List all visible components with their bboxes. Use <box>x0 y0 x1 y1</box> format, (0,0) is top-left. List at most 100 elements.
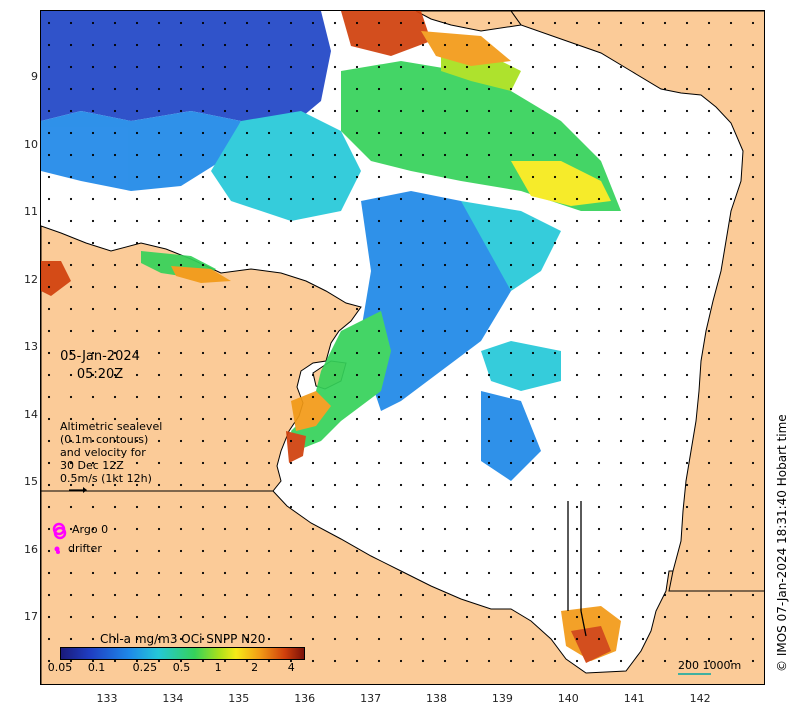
velocity-arrow <box>245 549 249 553</box>
velocity-arrow <box>179 593 183 597</box>
velocity-arrow <box>465 593 469 597</box>
velocity-arrow <box>751 483 755 487</box>
longitude-tick-label: 137 <box>360 692 382 705</box>
velocity-arrow <box>91 131 95 135</box>
map-frame[interactable] <box>40 10 765 685</box>
velocity-arrow <box>333 549 337 553</box>
velocity-arrow <box>575 131 579 135</box>
velocity-arrow <box>663 593 667 597</box>
velocity-arrow <box>641 549 645 553</box>
longitude-tick-label: 135 <box>228 692 250 705</box>
velocity-arrow <box>553 87 557 91</box>
velocity-arrow <box>399 527 403 531</box>
velocity-arrow <box>377 461 381 465</box>
velocity-arrow <box>157 43 161 47</box>
velocity-arrow <box>47 373 51 377</box>
velocity-arrow <box>509 21 513 25</box>
velocity-arrow <box>377 285 381 289</box>
velocity-arrow <box>487 307 491 311</box>
velocity-arrow <box>509 571 513 575</box>
velocity-arrow <box>245 439 249 443</box>
velocity-arrow <box>179 527 183 531</box>
velocity-arrow <box>619 285 623 289</box>
velocity-arrow <box>377 395 381 399</box>
velocity-arrow <box>289 483 293 487</box>
velocity-arrow <box>91 87 95 91</box>
velocity-arrow <box>685 483 689 487</box>
velocity-arrow <box>509 505 513 509</box>
velocity-arrow <box>465 65 469 69</box>
velocity-arrow <box>267 505 271 509</box>
velocity-arrow <box>553 593 557 597</box>
velocity-arrow <box>223 395 227 399</box>
velocity-arrow <box>355 351 359 355</box>
latitude-tick-label: 16 <box>24 542 38 556</box>
velocity-arrow <box>663 461 667 465</box>
velocity-arrow <box>575 593 579 597</box>
velocity-arrow <box>47 505 51 509</box>
velocity-arrow <box>663 571 667 575</box>
velocity-arrow <box>443 87 447 91</box>
velocity-arrow <box>135 219 139 223</box>
velocity-arrow <box>685 659 689 663</box>
velocity-arrow <box>311 43 315 47</box>
velocity-arrow <box>575 65 579 69</box>
velocity-arrow <box>641 109 645 113</box>
velocity-arrow <box>355 21 359 25</box>
velocity-arrow <box>553 549 557 553</box>
velocity-arrow <box>597 175 601 179</box>
date-time-stamp: 05-Jan-2024 05:20Z <box>55 348 145 384</box>
velocity-arrow <box>707 21 711 25</box>
velocity-arrow <box>575 21 579 25</box>
velocity-arrow <box>399 21 403 25</box>
velocity-arrow <box>619 461 623 465</box>
velocity-arrow <box>47 109 51 113</box>
velocity-arrow <box>487 483 491 487</box>
velocity-arrow <box>553 329 557 333</box>
velocity-arrow <box>641 483 645 487</box>
velocity-arrow <box>707 197 711 201</box>
velocity-arrow <box>685 131 689 135</box>
velocity-arrow <box>69 131 73 135</box>
velocity-arrow <box>267 307 271 311</box>
velocity-arrow <box>443 417 447 421</box>
velocity-arrow <box>597 197 601 201</box>
velocity-arrow <box>443 241 447 245</box>
velocity-arrow <box>179 373 183 377</box>
velocity-arrow <box>443 153 447 157</box>
velocity-arrow <box>421 593 425 597</box>
velocity-arrow <box>245 197 249 201</box>
velocity-arrow <box>399 417 403 421</box>
latitude-tick-label: 14 <box>24 407 38 421</box>
velocity-arrow <box>135 307 139 311</box>
velocity-arrow <box>223 351 227 355</box>
velocity-arrow <box>355 263 359 267</box>
velocity-arrow <box>597 285 601 289</box>
legend-drifter: drifter <box>52 542 102 555</box>
latitude-tick-label: 10 <box>24 137 38 151</box>
velocity-arrow <box>289 65 293 69</box>
velocity-arrow <box>641 241 645 245</box>
velocity-arrow <box>333 219 337 223</box>
velocity-arrow <box>179 659 183 663</box>
velocity-arrow <box>91 461 95 465</box>
velocity-arrow <box>333 395 337 399</box>
velocity-arrow <box>377 439 381 443</box>
velocity-arrow <box>597 549 601 553</box>
velocity-arrow <box>113 219 117 223</box>
scale-bar-label: 200 1000m <box>678 659 742 672</box>
velocity-arrow <box>663 131 667 135</box>
velocity-arrow <box>135 615 139 619</box>
velocity-arrow <box>69 219 73 223</box>
velocity-arrow <box>531 439 535 443</box>
velocity-arrow <box>355 65 359 69</box>
velocity-arrow <box>201 307 205 311</box>
velocity-arrow <box>421 241 425 245</box>
velocity-arrow <box>377 571 381 575</box>
velocity-arrow <box>663 637 667 641</box>
velocity-arrow <box>223 21 227 25</box>
velocity-arrow <box>663 197 667 201</box>
velocity-arrow <box>377 549 381 553</box>
velocity-arrow <box>641 637 645 641</box>
velocity-arrow <box>135 241 139 245</box>
